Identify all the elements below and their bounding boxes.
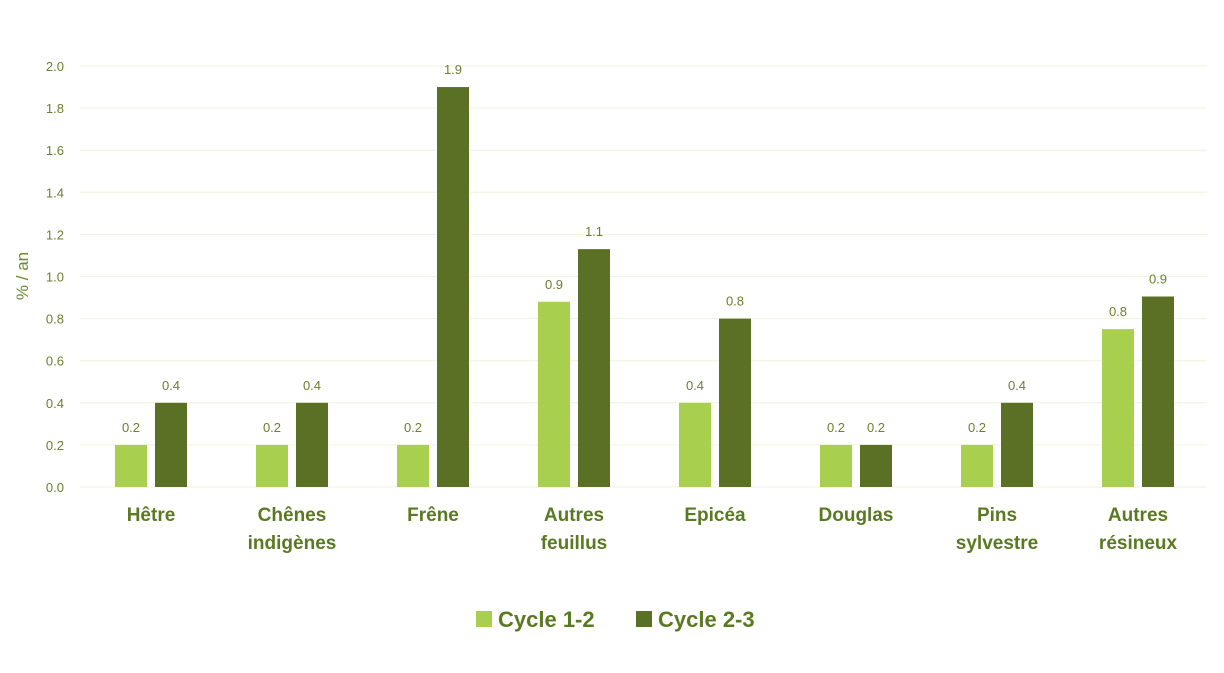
- bar-cycle-1-2: [538, 301, 570, 487]
- bar-cycle-2-3: [296, 402, 328, 487]
- x-category-label: Frêne: [407, 505, 459, 526]
- x-axis-categories: Hêtre Chênes indigènes Frêne Autres feuillus E…: [127, 505, 1178, 554]
- data-label: 0.9: [545, 277, 563, 292]
- bar-cycle-1-2: [256, 444, 288, 487]
- bar-cycle-1-2: [115, 444, 147, 487]
- bar-cycle-1-2: [1102, 329, 1134, 487]
- bar-cycle-1-2: [679, 402, 711, 487]
- data-label: 0.8: [1109, 304, 1127, 319]
- bar-cycle-2-3: [155, 402, 187, 487]
- data-label: 0.4: [162, 378, 180, 393]
- y-tick-label: 1.6: [46, 143, 64, 158]
- y-axis-label: % / an: [13, 252, 32, 300]
- x-category-label: Douglas: [819, 505, 894, 526]
- bar-cycle-2-3: [1001, 402, 1033, 487]
- bar-cycle-1-2: [397, 444, 429, 487]
- y-tick-label: 0.6: [46, 354, 64, 369]
- x-category-label: Hêtre: [127, 505, 176, 526]
- bars: 0.2 0.4 0.2 0.4 0.2 1.9 0.9 1.1 0.4 0.8 0.2 0.2 0.2 0…: [115, 62, 1174, 488]
- x-category-label: Epicéa: [684, 505, 746, 526]
- bar-cycle-1-2: [961, 444, 993, 487]
- data-label: 1.9: [444, 62, 462, 77]
- legend-swatch-cycle-1-2: [476, 611, 492, 627]
- data-label: 0.2: [122, 420, 140, 435]
- bar-cycle-2-3: [578, 249, 610, 487]
- data-label: 0.2: [827, 420, 845, 435]
- y-tick-label: 1.2: [46, 227, 64, 242]
- bar-cycle-2-3: [860, 444, 892, 487]
- y-tick-label: 1.0: [46, 270, 64, 285]
- y-tick-label: 0.0: [46, 480, 64, 495]
- x-category-label: indigènes: [248, 533, 337, 554]
- legend: Cycle 1-2 Cycle 2-3: [476, 607, 755, 632]
- data-label: 1.1: [585, 224, 603, 239]
- x-category-label: feuillus: [541, 533, 608, 554]
- data-label: 0.2: [968, 420, 986, 435]
- x-category-label: résineux: [1099, 533, 1178, 554]
- bar-cycle-2-3: [437, 87, 469, 488]
- data-label: 0.4: [1008, 378, 1026, 393]
- x-category-label: Autres: [1108, 505, 1168, 526]
- legend-swatch-cycle-2-3: [636, 611, 652, 627]
- gridlines: [80, 65, 1207, 488]
- x-category-label: Autres: [544, 505, 604, 526]
- y-tick-label: 0.8: [46, 312, 64, 327]
- bar-cycle-2-3: [1142, 296, 1174, 487]
- y-tick-label: 2.0: [46, 59, 64, 74]
- data-label: 0.8: [726, 294, 744, 309]
- data-label: 0.4: [303, 378, 321, 393]
- legend-label-cycle-2-3: Cycle 2-3: [658, 607, 755, 632]
- x-category-label: Pins: [977, 505, 1017, 526]
- data-label: 0.2: [867, 420, 885, 435]
- data-label: 0.2: [263, 420, 281, 435]
- y-tick-label: 0.2: [46, 438, 64, 453]
- bar-cycle-2-3: [719, 318, 751, 487]
- legend-label-cycle-1-2: Cycle 1-2: [498, 607, 595, 632]
- data-label: 0.2: [404, 420, 422, 435]
- x-category-label: Chênes: [258, 505, 327, 526]
- y-tick-label: 0.4: [46, 396, 64, 411]
- y-axis-ticks: 0.0 0.2 0.4 0.6 0.8 1.0 1.2 1.4 1.6 1.8 2.0: [46, 59, 64, 495]
- y-tick-label: 1.4: [46, 185, 64, 200]
- data-label: 0.9: [1149, 271, 1167, 286]
- y-tick-label: 1.8: [46, 101, 64, 116]
- bar-cycle-1-2: [820, 444, 852, 487]
- x-category-label: sylvestre: [956, 533, 1038, 554]
- data-label: 0.4: [686, 378, 704, 393]
